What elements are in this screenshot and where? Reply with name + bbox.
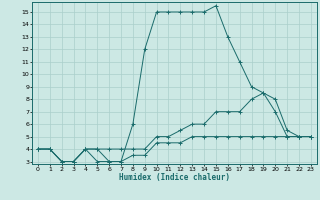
X-axis label: Humidex (Indice chaleur): Humidex (Indice chaleur) — [119, 173, 230, 182]
